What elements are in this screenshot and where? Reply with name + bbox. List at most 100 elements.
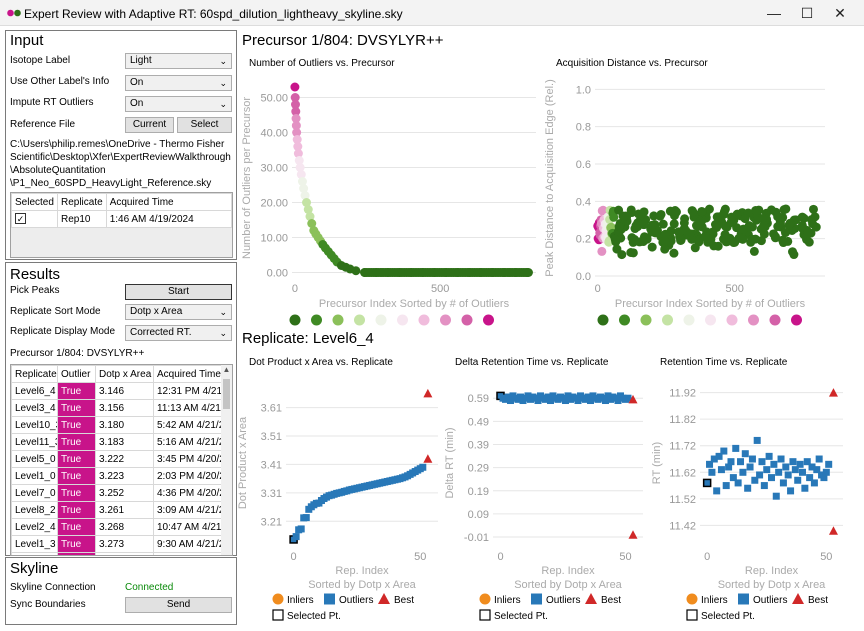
data-point [290,100,300,109]
outlier-point [772,492,780,500]
data-point [650,220,660,230]
data-point [388,268,398,277]
data-point [803,227,813,237]
data-point [371,268,381,277]
data-point [677,226,687,236]
data-point [601,235,611,245]
results-scrollbar[interactable]: ▲ [221,365,232,555]
select-button[interactable]: Select [177,117,232,133]
data-point [595,228,605,238]
table-row[interactable]: Level10_3 True 3.180 5:42 AM 4/21/20 [11,416,224,434]
table-row[interactable]: Level7_0 True 3.252 4:36 PM 4/20/20 [11,484,224,502]
data-point [415,268,425,277]
data-point [610,234,620,244]
table-row[interactable]: ✓ Rep10 1:46 AM 4/19/2024 [11,210,232,228]
y-tick-label: 20.00 [260,198,288,210]
data-point [806,215,816,225]
start-button[interactable]: Start [125,284,232,300]
outlier-point [779,479,787,487]
data-point [744,221,754,231]
outlier-point [373,480,381,488]
data-point [771,207,781,217]
data-point [732,223,742,233]
data-point [811,222,821,232]
outlier-point [594,395,602,403]
data-point [595,230,605,240]
table-row[interactable]: Level6_4 True 3.146 12:31 PM 4/21/2 [11,382,224,400]
data-point [688,207,698,217]
outlier-point [376,479,384,487]
data-point [515,268,525,277]
use-other-label-select[interactable]: On ⌄ [125,75,232,91]
data-point [438,268,448,277]
data-point [593,234,603,244]
data-point [789,250,799,260]
scrollbar-thumb[interactable] [223,379,230,409]
data-point [695,216,705,226]
display-mode-select[interactable]: Corrected RT. ⌄ [125,325,232,341]
outlier-point [818,471,826,479]
sort-mode-select[interactable]: Dotp x Area ⌄ [125,304,232,320]
data-point [798,224,808,234]
table-row[interactable]: Level1_0 True 3.223 2:03 PM 4/20/20 [11,467,224,485]
data-point [720,230,730,240]
outlier-point [582,395,589,403]
data-point [639,236,649,246]
data-point [522,268,532,277]
outlier-point [624,394,632,402]
legend-outliers: Outliers [339,595,373,606]
x-axis-label: Rep. Index Sorted by Dotp x Area [718,565,826,591]
current-button[interactable]: Current [125,117,174,133]
outlier-point [537,392,544,400]
legend-selected: Selected Pt. [494,611,548,622]
selected-checkbox[interactable]: ✓ [11,210,58,228]
reference-file-text: Reference File [10,119,76,130]
send-button[interactable]: Send [125,597,232,613]
data-point [691,234,701,244]
scroll-up-icon[interactable]: ▲ [222,365,231,374]
table-row[interactable]: Level3_4 True 3.156 11:13 AM 4/21/2 [11,399,224,417]
data-point [374,268,384,277]
y-tick-label: 0.29 [468,463,489,475]
gradient-legend-dot [791,314,802,326]
data-point [649,211,659,221]
outlier-point [607,395,614,403]
data-point [503,268,513,277]
data-point [802,225,812,235]
close-button[interactable]: ✕ [834,5,846,21]
data-point [315,236,325,246]
data-point [603,217,613,227]
data-point [476,268,486,277]
data-point [786,223,796,233]
table-row[interactable]: Level2_4 True 3.268 10:47 AM 4/21/2 [11,518,224,536]
data-point [670,211,680,221]
outlier-point [815,455,823,463]
table-row[interactable]: Level11_3 True 3.183 5:16 AM 4/21/20 [11,433,224,451]
data-point [639,207,649,217]
outlier-point [361,483,369,491]
data-point [461,268,471,277]
data-point [693,222,703,232]
table-row[interactable]: Level1_3 True 3.273 9:30 AM 4/21/20 [11,535,224,553]
data-point [594,235,604,245]
table-row[interactable]: Level5_0 True 3.222 3:45 PM 4/20/20 [11,450,224,468]
y-tick-label: 0.39 [468,439,489,451]
data-point [641,233,651,243]
data-point [496,268,506,277]
outlier-point [371,480,379,488]
data-point [682,230,692,240]
table-row[interactable]: Level8_2 True 3.261 3:09 AM 4/21/20 [11,501,224,519]
maximize-button[interactable]: ☐ [800,5,814,21]
results-section-title: Results [10,266,61,283]
data-point [407,268,417,277]
data-point [695,218,705,228]
impute-rt-select[interactable]: On ⌄ [125,96,232,112]
isotope-label-select[interactable]: Light ⌄ [125,53,232,69]
triangle-red-icon [378,593,390,604]
gradient-legend-dot [748,314,759,326]
outlier-point [569,393,577,401]
data-point [607,227,617,237]
minimize-button[interactable]: — [767,5,781,21]
outlier-point [333,489,341,497]
